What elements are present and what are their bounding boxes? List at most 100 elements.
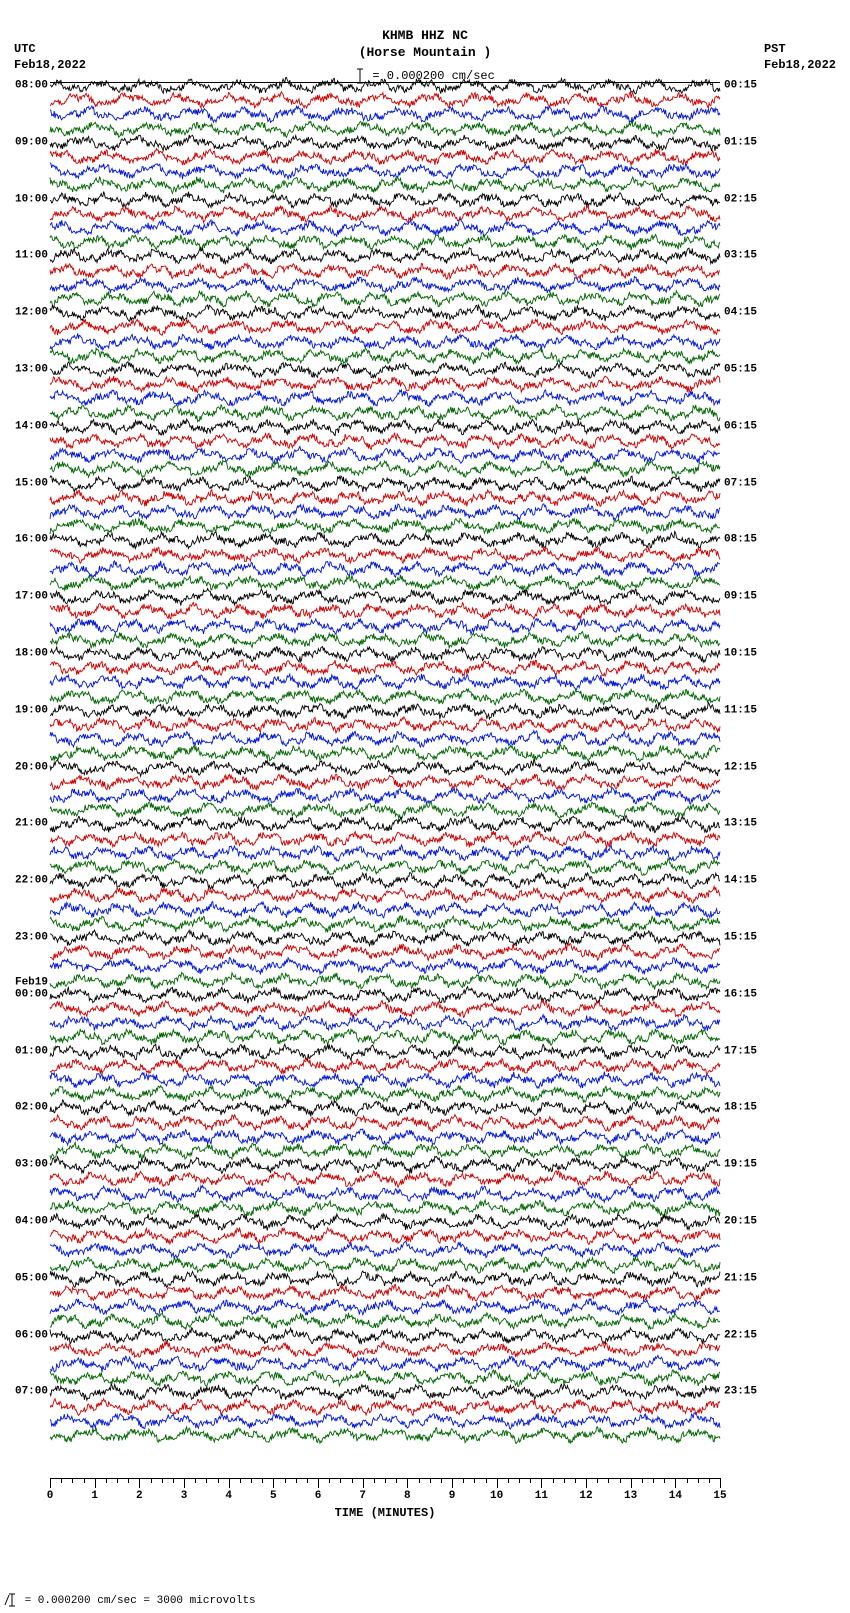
utc-hour-label: 04:00 [0, 1217, 48, 1228]
x-minor-tick [419, 1478, 420, 1483]
x-minor-tick [486, 1478, 487, 1483]
x-tick-label: 1 [91, 1490, 98, 1502]
x-minor-tick [307, 1478, 308, 1483]
utc-hour-label: 19:00 [0, 705, 48, 716]
seismic-trace [50, 575, 720, 589]
seismic-trace [50, 348, 720, 362]
seismic-trace [50, 1029, 720, 1043]
x-minor-tick [251, 1478, 252, 1483]
seismic-trace [50, 1058, 720, 1072]
seismic-trace [50, 220, 720, 234]
seismic-trace [50, 518, 720, 532]
pst-hour-label: 22:15 [724, 1330, 774, 1341]
seismic-trace [50, 1228, 720, 1242]
pst-hour-label: 01:15 [724, 137, 774, 148]
x-major-tick [720, 1478, 721, 1488]
seismic-trace [50, 845, 720, 859]
x-minor-tick [296, 1478, 297, 1483]
pst-hour-label: 23:15 [724, 1387, 774, 1398]
seismic-trace [50, 916, 720, 930]
seismic-trace [50, 92, 720, 106]
x-minor-tick [218, 1478, 219, 1483]
x-major-tick [497, 1478, 498, 1488]
utc-hour-label: 07:00 [0, 1387, 48, 1398]
x-tick-label: 13 [624, 1490, 637, 1502]
seismic-trace [50, 1399, 720, 1413]
x-minor-tick [642, 1478, 643, 1483]
seismic-trace [50, 1143, 720, 1157]
seismic-trace [50, 973, 720, 987]
seismic-trace [50, 674, 720, 688]
x-major-tick [184, 1478, 185, 1488]
x-major-tick [586, 1478, 587, 1488]
station-code: KHMB HHZ NC [0, 28, 850, 45]
seismic-trace [50, 532, 720, 546]
x-minor-tick [698, 1478, 699, 1483]
x-minor-tick [285, 1478, 286, 1483]
x-minor-tick [597, 1478, 598, 1483]
seismic-trace [50, 816, 720, 830]
x-minor-tick [84, 1478, 85, 1483]
seismic-trace [50, 433, 720, 447]
seismic-trace [50, 163, 720, 177]
seismic-trace [50, 788, 720, 802]
seismic-trace [50, 774, 720, 788]
seismic-trace [50, 632, 720, 646]
pst-hour-label: 16:15 [724, 989, 774, 1000]
utc-hour-label: 08:00 [0, 81, 48, 92]
utc-hour-label: 06:00 [0, 1330, 48, 1341]
seismic-trace [50, 277, 720, 291]
seismic-trace [50, 1356, 720, 1370]
pst-hour-label: 03:15 [724, 251, 774, 262]
pst-hour-label: 07:15 [724, 478, 774, 489]
x-axis-title: TIME (MINUTES) [50, 1506, 720, 1520]
x-minor-tick [374, 1478, 375, 1483]
pst-hour-label: 17:15 [724, 1046, 774, 1057]
seismic-trace [50, 1200, 720, 1214]
x-tick-label: 4 [225, 1490, 232, 1502]
seismic-trace [50, 504, 720, 518]
x-minor-tick [385, 1478, 386, 1483]
seismic-trace [50, 589, 720, 603]
seismic-trace [50, 192, 720, 206]
pst-hour-label: 21:15 [724, 1273, 774, 1284]
pst-hour-label: 09:15 [724, 592, 774, 603]
utc-hour-label: 10:00 [0, 194, 48, 205]
seismic-trace [50, 1115, 720, 1129]
utc-hour-label: 01:00 [0, 1046, 48, 1057]
pst-hour-label: 13:15 [724, 819, 774, 830]
seismic-trace [50, 1370, 720, 1384]
seismic-trace [50, 1328, 720, 1342]
seismic-trace [50, 660, 720, 674]
seismic-trace [50, 305, 720, 319]
x-minor-tick [352, 1478, 353, 1483]
x-major-tick [229, 1478, 230, 1488]
seismic-trace [50, 234, 720, 248]
seismic-trace [50, 689, 720, 703]
seismic-trace [50, 1242, 720, 1256]
utc-hour-label: 14:00 [0, 421, 48, 432]
seismic-trace [50, 902, 720, 916]
x-major-tick [541, 1478, 542, 1488]
x-tick-label: 2 [136, 1490, 143, 1502]
utc-hour-label: 12:00 [0, 308, 48, 319]
pst-hour-label: 12:15 [724, 762, 774, 773]
utc-hour-label: 17:00 [0, 592, 48, 603]
pst-hour-label: 10:15 [724, 649, 774, 660]
x-tick-label: 8 [404, 1490, 411, 1502]
x-minor-tick [240, 1478, 241, 1483]
x-major-tick [139, 1478, 140, 1488]
x-minor-tick [151, 1478, 152, 1483]
seismic-trace [50, 106, 720, 120]
seismic-trace [50, 1285, 720, 1299]
x-axis: TIME (MINUTES) 0123456789101112131415 [50, 1478, 720, 1518]
seismic-trace [50, 831, 720, 845]
x-tick-label: 5 [270, 1490, 277, 1502]
utc-hour-label: 02:00 [0, 1103, 48, 1114]
seismic-trace [50, 887, 720, 901]
seismic-trace [50, 859, 720, 873]
seismic-trace [50, 646, 720, 660]
seismic-trace [50, 1413, 720, 1427]
utc-hour-label: 16:00 [0, 535, 48, 546]
pst-hour-label: 11:15 [724, 705, 774, 716]
